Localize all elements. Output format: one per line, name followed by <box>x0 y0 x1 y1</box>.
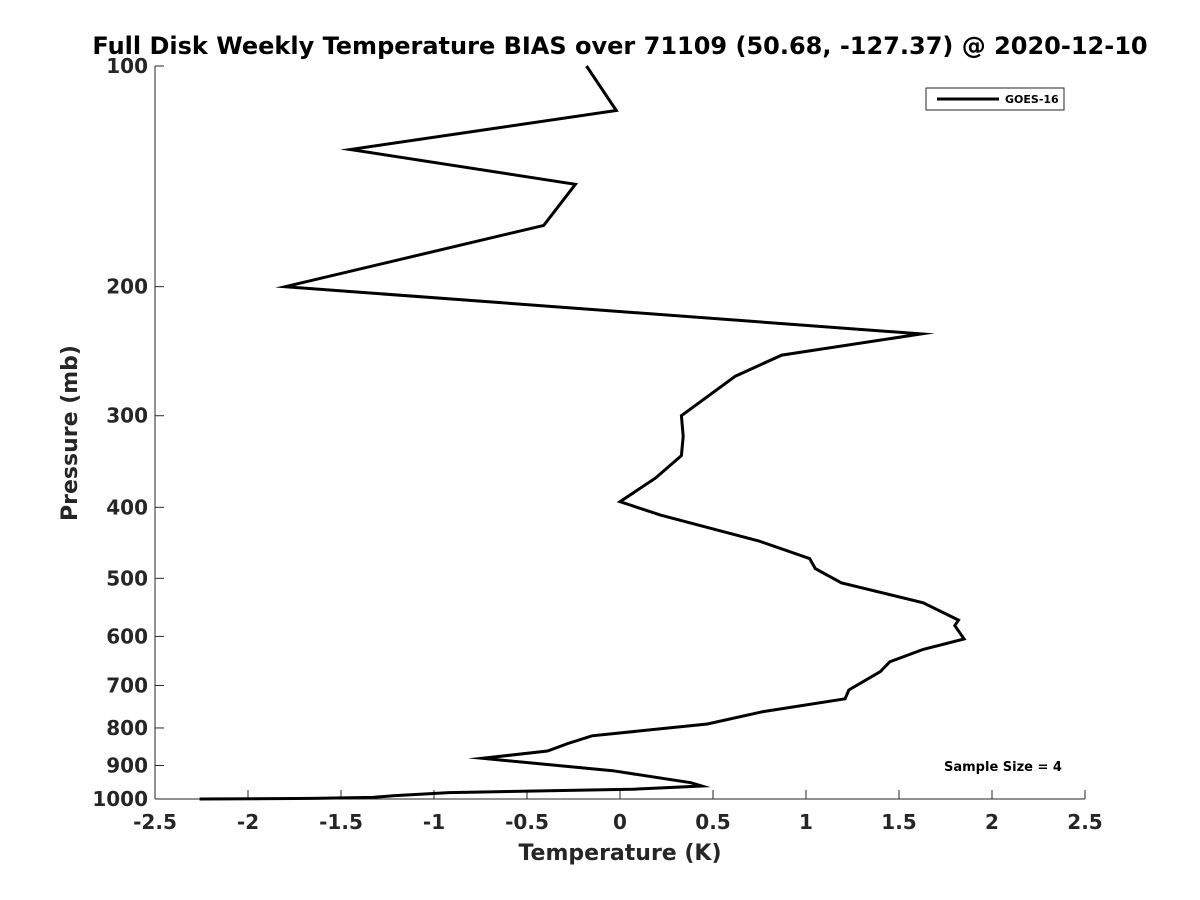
x-tick-label: 0 <box>613 810 627 834</box>
y-tick-label: 200 <box>106 275 148 299</box>
x-tick-label: 1 <box>799 810 813 834</box>
y-tick-label: 700 <box>106 673 148 697</box>
legend-label-goes-16: GOES-16 <box>1005 93 1059 106</box>
y-axis-label: Pressure (mb) <box>58 345 83 521</box>
y-tick-label: 300 <box>106 404 148 428</box>
x-tick-label: -0.5 <box>505 810 549 834</box>
sample-size-annotation: Sample Size = 4 <box>944 760 1062 775</box>
y-tick-label: 900 <box>106 753 148 777</box>
chart-title: Full Disk Weekly Temperature BIAS over 7… <box>92 32 1147 60</box>
y-tick-label: 400 <box>106 495 148 519</box>
x-tick-label: -1.5 <box>319 810 363 834</box>
x-tick-label: -2.5 <box>133 810 177 834</box>
x-tick-label: 0.5 <box>695 810 730 834</box>
y-tick-label: 1000 <box>92 787 148 811</box>
y-tick-label: 500 <box>106 566 148 590</box>
y-tick-label: 800 <box>106 716 148 740</box>
series-line-goes-16 <box>199 65 967 801</box>
x-tick-label: -2 <box>237 810 259 834</box>
x-tick-label: 1.5 <box>881 810 916 834</box>
x-tick-label: -1 <box>423 810 445 834</box>
x-axis-ticks: -2.5 -2 -1.5 -1 -0.5 0 0.5 1 1.5 2 2.5 <box>133 790 1103 834</box>
y-axis-ticks: 100 200 300 400 500 600 700 800 900 1000 <box>92 54 164 811</box>
legend: GOES-16 <box>925 87 1065 111</box>
plot-axes <box>154 66 1085 800</box>
y-tick-label: 600 <box>106 624 148 648</box>
x-tick-label: 2 <box>985 810 999 834</box>
y-tick-label: 100 <box>106 54 148 78</box>
x-axis-label: Temperature (K) <box>518 841 721 866</box>
x-tick-label: 2.5 <box>1067 810 1102 834</box>
series-group <box>199 65 967 801</box>
